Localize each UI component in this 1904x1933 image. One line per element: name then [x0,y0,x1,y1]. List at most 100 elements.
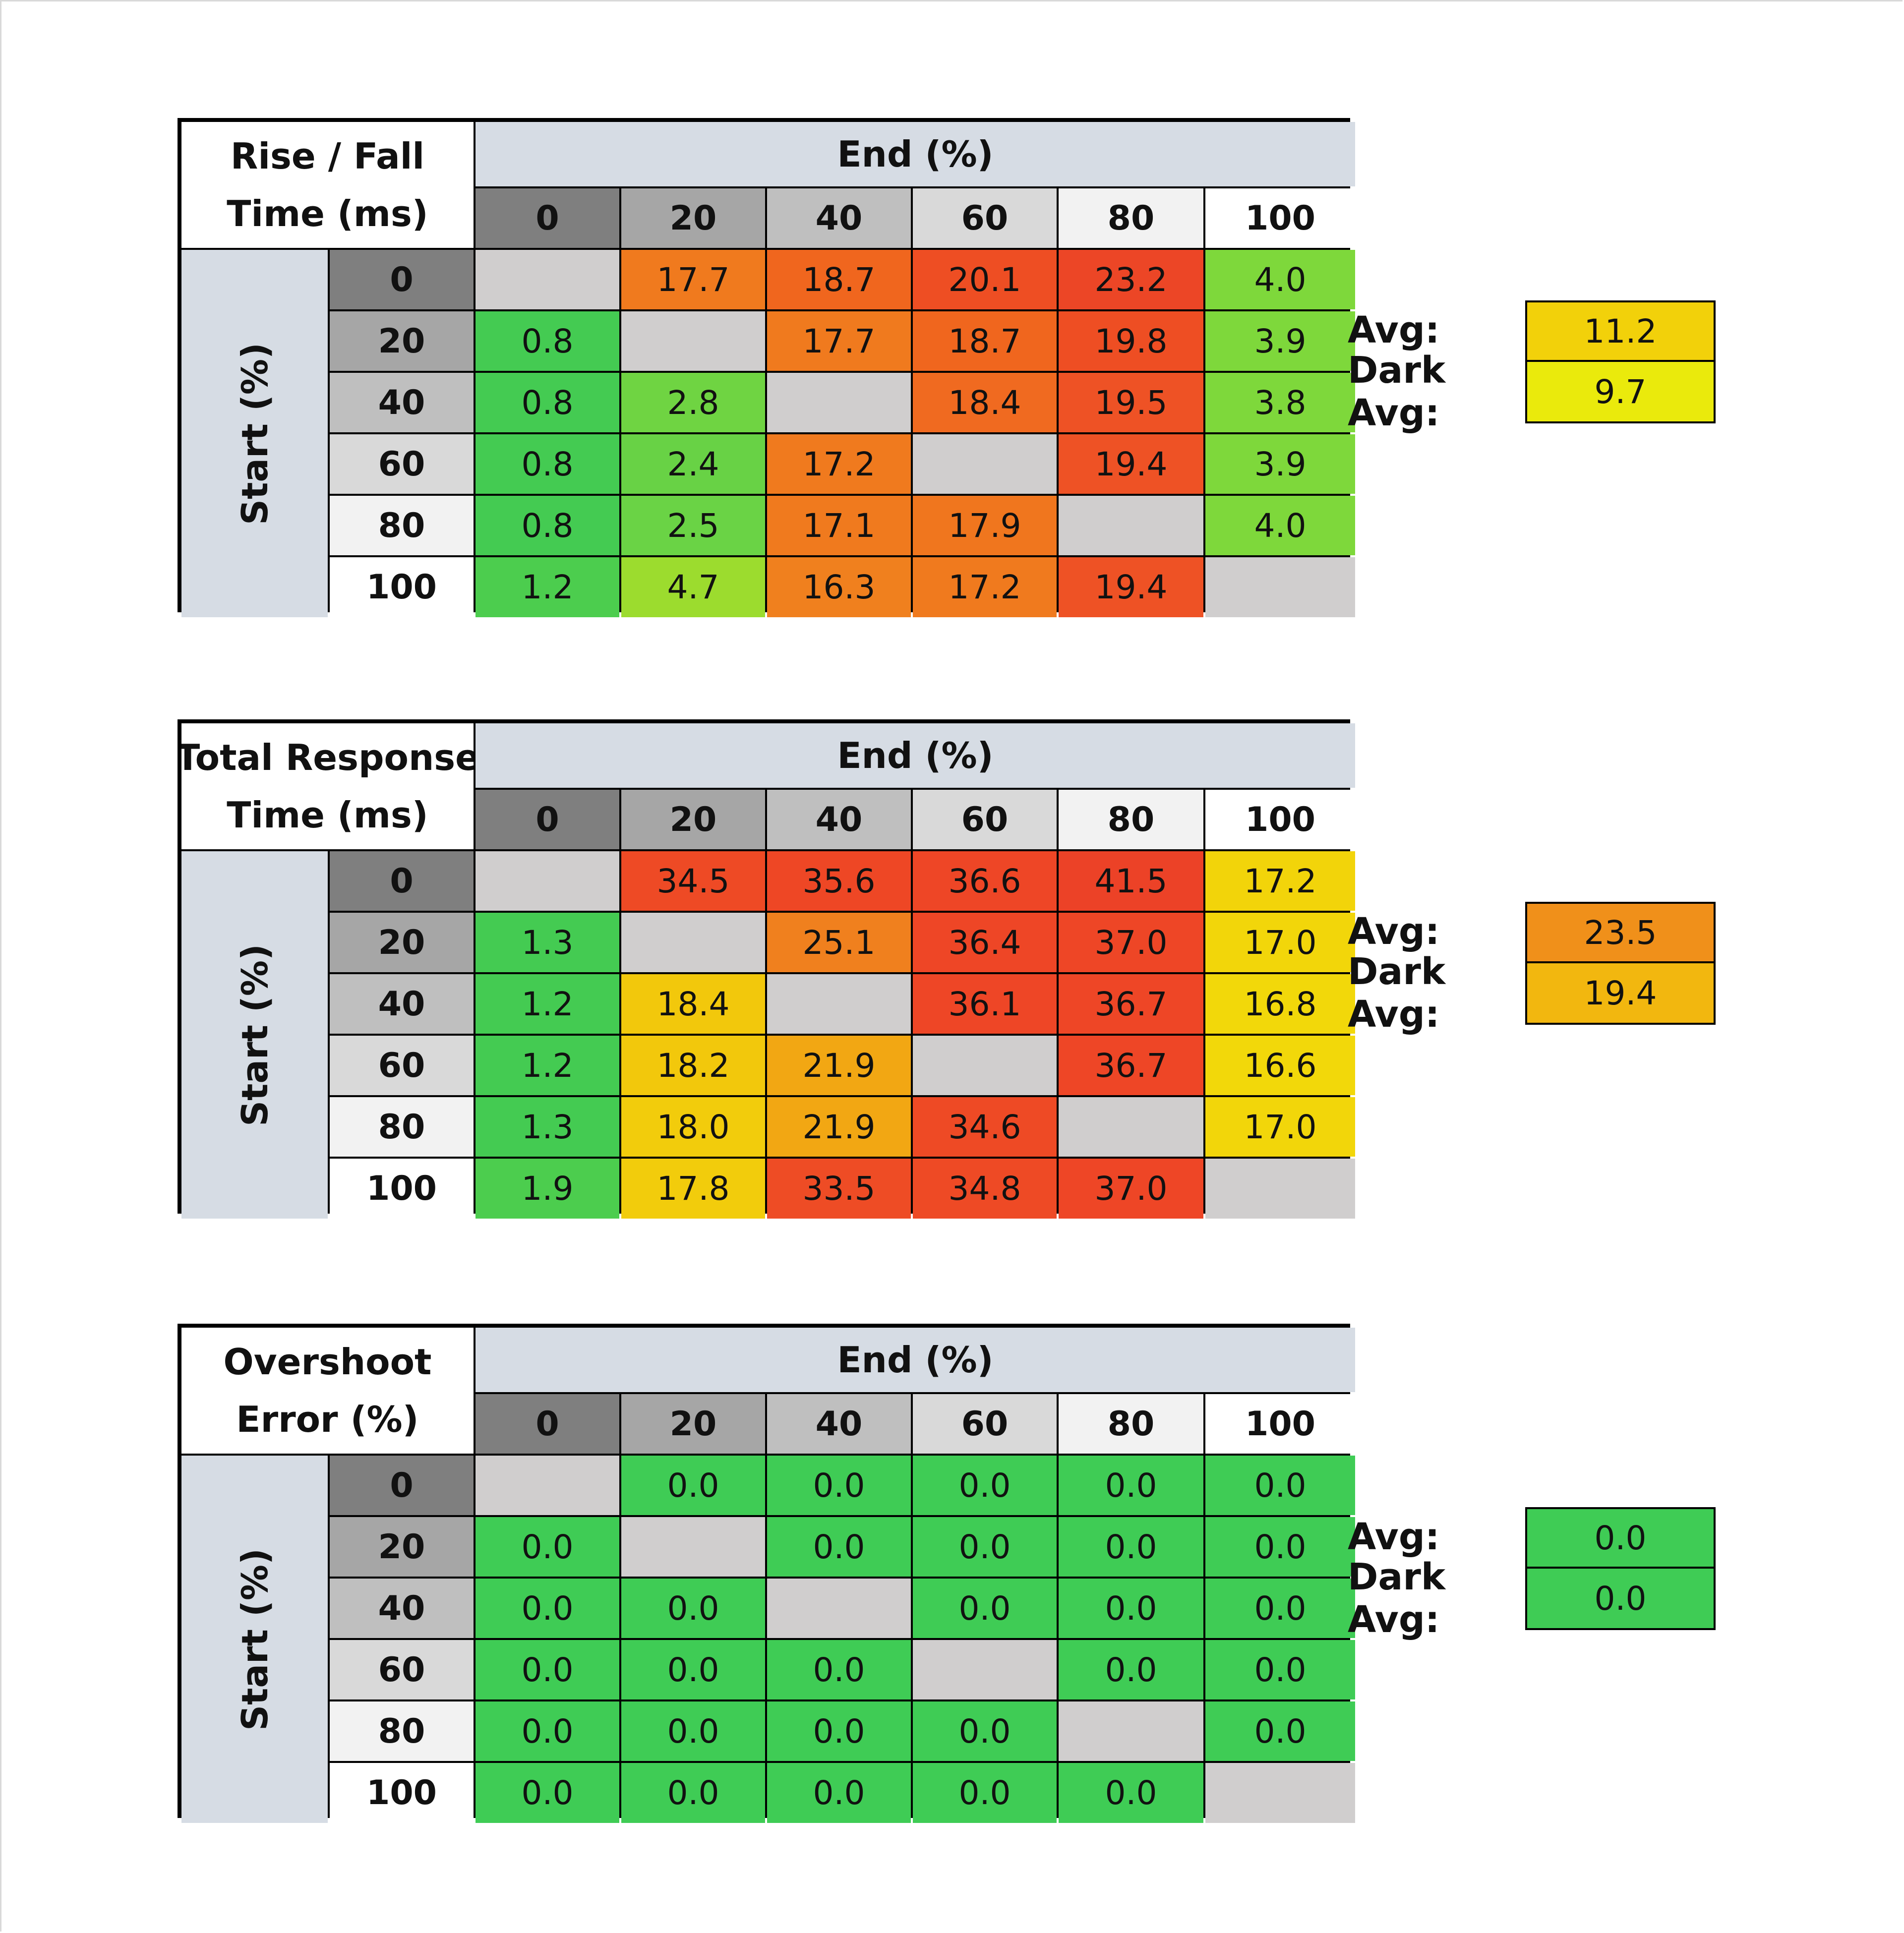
col-header: 80 [1059,790,1203,849]
corner-line-1: Total Response [181,737,474,778]
data-cell: 0.0 [767,1701,911,1761]
col-header: 20 [621,1394,765,1454]
empty-cell [621,913,765,972]
row-header: 40 [330,1579,474,1638]
data-cell: 2.8 [621,373,765,432]
data-cell: 3.9 [1205,311,1355,371]
data-cell: 18.0 [621,1097,765,1157]
data-cell: 0.0 [476,1701,619,1761]
data-cell: 33.5 [767,1159,911,1219]
data-cell: 0.0 [621,1763,765,1823]
data-cell: 16.6 [1205,1036,1355,1095]
data-cell: 36.7 [1059,974,1203,1034]
data-cell: 3.9 [1205,434,1355,494]
start-axis-header: Start (%) [181,250,328,617]
data-cell: 1.2 [476,974,619,1034]
row-header: 80 [330,1701,474,1761]
data-cell: 20.1 [913,250,1057,309]
data-cell: 0.0 [913,1701,1057,1761]
start-axis-label: Start (%) [234,342,276,525]
col-header: 40 [767,188,911,248]
table-corner-label: Overshoot Error (%) [181,1328,474,1454]
avg-label: Avg: [1348,1516,1440,1558]
col-header: 20 [621,790,765,849]
data-cell: 18.7 [767,250,911,309]
col-header: 100 [1205,790,1355,849]
data-cell: 21.9 [767,1097,911,1157]
col-header: 40 [767,790,911,849]
col-header: 0 [476,1394,619,1454]
empty-cell [913,1640,1057,1699]
data-cell: 37.0 [1059,1159,1203,1219]
data-cell: 3.8 [1205,373,1355,432]
data-cell: 0.0 [476,1517,619,1577]
end-axis-header: End (%) [476,1328,1355,1392]
data-cell: 36.6 [913,851,1057,911]
data-cell: 19.4 [1059,557,1203,617]
data-cell: 35.6 [767,851,911,911]
empty-cell [767,1579,911,1638]
col-header: 100 [1205,188,1355,248]
empty-cell [476,1456,619,1515]
data-cell: 19.4 [1059,434,1203,494]
row-header: 80 [330,1097,474,1157]
data-cell: 41.5 [1059,851,1203,911]
start-axis-label: Start (%) [234,1548,276,1731]
data-cell: 18.2 [621,1036,765,1095]
data-cell: 2.4 [621,434,765,494]
data-cell: 0.0 [1205,1517,1355,1577]
data-cell: 0.0 [1059,1763,1203,1823]
dark-avg-value: 0.0 [1525,1569,1716,1630]
row-header: 40 [330,373,474,432]
data-cell: 19.5 [1059,373,1203,432]
col-header: 80 [1059,1394,1203,1454]
data-cell: 0.0 [621,1640,765,1699]
data-cell: 0.0 [621,1701,765,1761]
avg-value: 0.0 [1525,1507,1716,1569]
row-header: 60 [330,1036,474,1095]
data-cell: 17.0 [1205,1097,1355,1157]
corner-line-2: Time (ms) [227,794,428,836]
data-cell: 1.3 [476,1097,619,1157]
data-cell: 34.6 [913,1097,1057,1157]
dark-avg-label: Dark Avg: [1348,349,1446,434]
data-cell: 18.4 [621,974,765,1034]
data-cell: 18.4 [913,373,1057,432]
row-header: 20 [330,1517,474,1577]
empty-cell [476,851,619,911]
data-cell: 0.8 [476,373,619,432]
data-cell: 4.0 [1205,250,1355,309]
data-cell: 0.0 [621,1456,765,1515]
data-cell: 4.0 [1205,496,1355,555]
data-cell: 37.0 [1059,913,1203,972]
total-response-averages: Avg: 23.5 Dark Avg: 19.4 [1348,902,1716,1036]
row-header: 20 [330,311,474,371]
empty-cell [476,250,619,309]
data-cell: 0.0 [1059,1579,1203,1638]
empty-cell [913,1036,1057,1095]
data-cell: 17.7 [621,250,765,309]
data-cell: 0.0 [1205,1701,1355,1761]
row-header: 80 [330,496,474,555]
data-cell: 36.4 [913,913,1057,972]
data-cell: 1.2 [476,1036,619,1095]
start-axis-header: Start (%) [181,851,328,1219]
dark-avg-value: 9.7 [1525,362,1716,423]
table-corner-label: Total Response Time (ms) [181,723,474,849]
corner-line-1: Overshoot [223,1341,432,1383]
total-response-table: Total Response Time (ms) End (%) 0 20 40… [178,719,1355,1219]
data-cell: 34.8 [913,1159,1057,1219]
data-cell: 18.7 [913,311,1057,371]
data-cell: 17.1 [767,496,911,555]
data-cell: 16.3 [767,557,911,617]
col-header: 0 [476,790,619,849]
row-header: 0 [330,250,474,309]
data-cell: 0.0 [913,1517,1057,1577]
row-header: 100 [330,1763,474,1823]
rise-fall-averages: Avg: 11.2 Dark Avg: 9.7 [1348,300,1716,434]
data-cell: 36.1 [913,974,1057,1034]
data-cell: 0.0 [767,1517,911,1577]
data-cell: 0.0 [767,1456,911,1515]
empty-cell [1059,496,1203,555]
data-cell: 0.8 [476,311,619,371]
